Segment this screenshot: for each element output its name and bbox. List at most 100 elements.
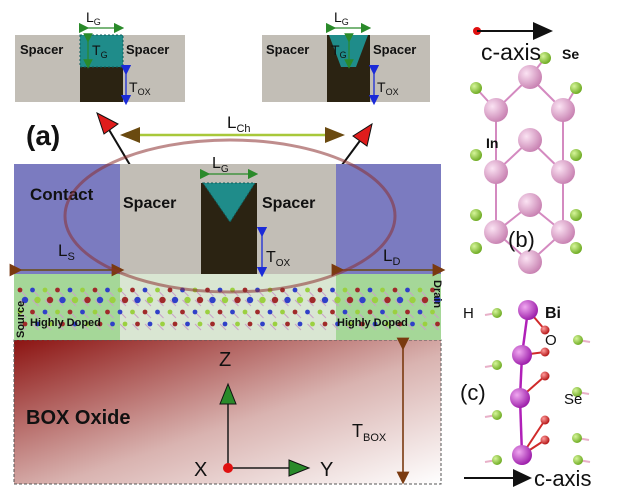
channel-atom [422,321,428,327]
channel-bond [119,323,127,331]
channel-bond [19,323,27,331]
inse-in-label: In [486,135,498,151]
inse-se-atom [539,52,551,64]
channel-atom [242,309,248,315]
c-axis-c-label: c-axis [534,466,591,491]
biose-bi-atom [512,345,532,365]
channel-bond [57,323,64,331]
gate-tox-label: TOX [266,249,291,269]
channel-atom [410,321,415,327]
channel-atom [435,321,440,327]
channel-bond [44,323,52,331]
channel-atom [255,309,260,315]
channel-atom [360,321,365,327]
channel-atom [247,321,253,327]
channel-bond [294,323,302,331]
channel-atom [80,309,85,315]
inse-in-atom [518,250,542,274]
channel-bond [182,323,189,331]
channel-atom [109,296,116,304]
channel-atom [330,309,335,315]
inse-in-atom [551,98,575,122]
channel-atom [367,309,373,315]
channel-atom [405,309,410,315]
inset-right-lg-label: LG [334,9,349,27]
channel-atom [396,296,404,304]
channel-atom [330,287,335,293]
inset-right-tox-label: TOX [377,79,399,97]
channel-atoms [17,287,441,331]
channel-bond [82,323,89,331]
channel-bond [407,299,414,307]
channel-bond [382,299,389,307]
channel-bond [57,299,64,307]
inset-left-spacer-left-label: Spacer [20,42,63,57]
channel-highlight-ellipse [63,138,397,294]
channel-atom [260,321,265,327]
channel-atom [342,287,348,293]
biose-h-label: H [463,305,474,322]
channel-atom [321,296,329,304]
biose-o-label: O [545,332,557,349]
c-axis-b-label: c-axis [481,39,541,65]
channel-atom [234,296,241,304]
lch-arrow-head-right [325,127,345,143]
biose-se-label: Se [564,391,582,408]
channel-atom [84,296,91,304]
channel-atom [146,296,154,304]
channel-atom [159,296,166,304]
inse-se-atom [470,242,482,254]
channel-atom [67,309,73,315]
inse-in-atom [551,160,575,184]
channel-bond [407,323,414,331]
channel-atom [272,321,278,327]
channel-atom [42,309,48,315]
channel-bond [357,323,364,331]
biose-se-atom [573,455,583,465]
channel-bond [369,323,377,331]
channel-atom [359,296,366,304]
channel-bond [419,323,427,331]
channel-atom [47,321,53,327]
inse-se-atom [470,149,482,161]
channel-bond [132,299,139,307]
channel-atom [172,321,178,327]
channel-bond [244,323,252,331]
channel-atom [171,296,179,304]
drain-contact [336,164,441,274]
gate-metal [202,182,256,223]
biose-se-atom [492,308,502,318]
channel-bond [132,323,139,331]
channel-atom [30,309,35,315]
channel-atom [42,287,48,293]
inse-se-atom [570,82,582,94]
channel-bond [244,299,252,307]
channel-atom [305,287,310,293]
channel-bond [419,299,427,307]
inset-left-gate: Spacer Spacer LG TG TOX [15,9,185,106]
channel-atom [197,321,203,327]
inset-left-lg-label: LG [86,9,101,27]
channel-atom [347,321,353,327]
inset-right-spacer-right-label: Spacer [373,42,416,57]
channel-atom [142,309,148,315]
inse-in-atom [484,160,508,184]
biose-se-atom [573,335,583,345]
channel-atom [105,287,110,293]
inse-se-label: Se [562,46,579,62]
channel-bond [282,323,289,331]
channel-atom [184,296,191,304]
channel-atom [355,309,360,315]
channel-bond [394,323,402,331]
channel-atom [309,296,316,304]
channel-atom [317,309,323,315]
channel-bond [319,323,327,331]
channel-atom [96,296,104,304]
biose-se-atom [572,433,582,443]
channel-atom [296,296,304,304]
channel-atom [380,309,385,315]
source-contact [14,164,120,274]
channel-bond [369,299,377,307]
channel-atom [355,287,360,293]
inse-se-atom [470,82,482,94]
